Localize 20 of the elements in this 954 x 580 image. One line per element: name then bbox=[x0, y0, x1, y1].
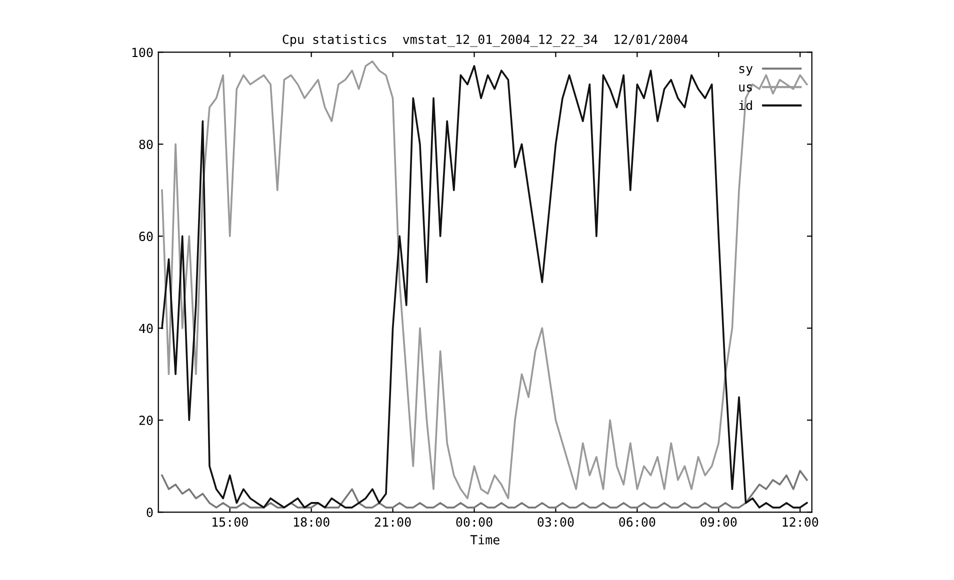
x-tick-label: 15:00 bbox=[212, 517, 248, 527]
legend-label: us bbox=[739, 84, 752, 92]
line-series bbox=[161, 470, 808, 508]
y-tick-label: 40 bbox=[139, 324, 153, 334]
x-tick-label: 09:00 bbox=[700, 517, 737, 527]
legend-label: id bbox=[739, 100, 752, 110]
y-tick-label: 0 bbox=[146, 508, 153, 518]
x-tick-label: 00:00 bbox=[456, 517, 492, 527]
x-tick-label: 12:00 bbox=[782, 517, 818, 527]
legend-label: sy bbox=[739, 66, 753, 76]
chart-title: Cpu statistics vmstat_12_01_2004_12_22_34 12/01/2004 bbox=[282, 34, 688, 47]
x-tick-label: 06:00 bbox=[619, 517, 656, 527]
x-tick-label: 03:00 bbox=[538, 517, 574, 527]
y-tick-label: 60 bbox=[139, 232, 153, 242]
y-tick-label: 80 bbox=[139, 140, 153, 150]
x-axis-title: Time bbox=[470, 534, 500, 544]
y-tick-label: 100 bbox=[132, 48, 153, 58]
x-tick-label: 18:00 bbox=[294, 517, 330, 527]
x-tick-label: 21:00 bbox=[374, 517, 411, 527]
y-tick-label: 20 bbox=[139, 416, 153, 426]
